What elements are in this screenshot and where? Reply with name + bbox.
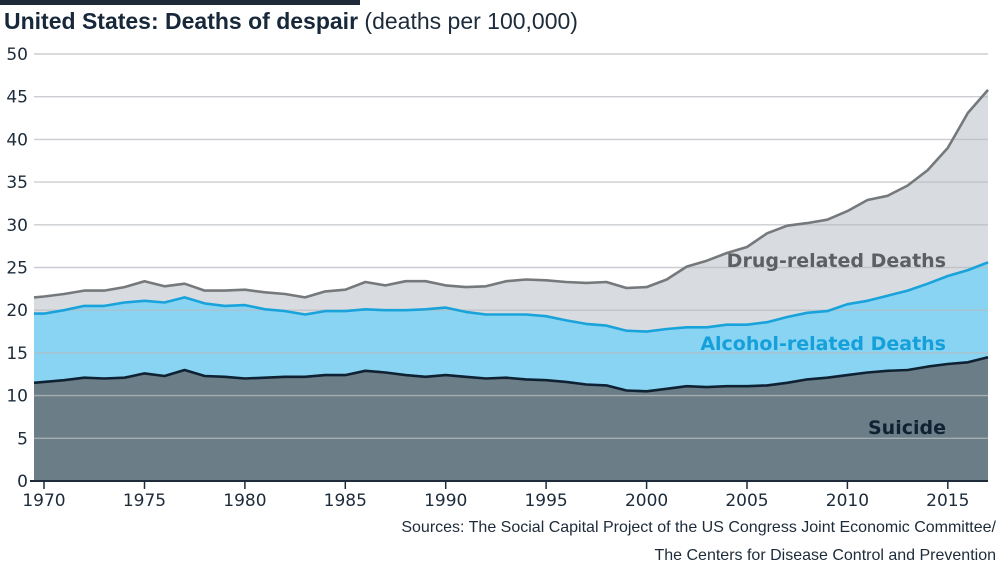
y-tick-label: 50 bbox=[6, 45, 28, 65]
y-tick-label: 40 bbox=[6, 130, 28, 150]
line-suicide bbox=[33, 355, 989, 393]
source-line-2: The Centers for Disease Control and Prev… bbox=[654, 547, 996, 564]
chart-title-unit: (deaths per 100,000) bbox=[364, 8, 578, 34]
y-tick-label: 30 bbox=[6, 216, 28, 236]
x-tick-label: 1970 bbox=[22, 491, 65, 511]
series-lines bbox=[33, 89, 989, 393]
x-tick-label: 1975 bbox=[123, 491, 166, 511]
series-labels: Drug-related Deaths Alcohol-related Deat… bbox=[700, 250, 946, 439]
x-tick-label: 1995 bbox=[524, 491, 567, 511]
y-tick-label: 25 bbox=[6, 259, 28, 279]
y-tick-label: 5 bbox=[17, 429, 28, 449]
x-tick-label: 1980 bbox=[223, 491, 266, 511]
y-tick-label: 10 bbox=[6, 387, 28, 407]
axes: 0 5 10 15 20 25 30 35 40 45 50 1970 1975 1980 1985 1990… bbox=[6, 45, 988, 511]
x-tick-label: 1990 bbox=[424, 491, 467, 511]
line-drug-related-deaths bbox=[33, 89, 989, 299]
y-tick-label: 45 bbox=[6, 88, 28, 108]
area-suicide bbox=[34, 357, 988, 481]
label-drug-related-deaths: Drug-related Deaths bbox=[727, 250, 946, 272]
y-tick-label: 20 bbox=[6, 301, 28, 321]
source-line-1: Sources: The Social Capital Project of t… bbox=[401, 519, 996, 536]
x-tick-label: 2000 bbox=[625, 491, 668, 511]
x-tick-label: 2015 bbox=[926, 491, 969, 511]
y-tick-label: 35 bbox=[6, 173, 28, 193]
gridlines bbox=[34, 53, 988, 439]
label-alcohol-related-deaths: Alcohol-related Deaths bbox=[700, 333, 946, 355]
series-areas bbox=[34, 89, 988, 482]
chart-title-main: United States: Deaths of despair bbox=[4, 8, 359, 34]
chart-title: United States: Deaths of despair (deaths… bbox=[4, 8, 578, 35]
title-accent-bar bbox=[0, 0, 360, 5]
y-tick-label: 15 bbox=[6, 344, 28, 364]
x-tick-label: 2010 bbox=[826, 491, 869, 511]
label-suicide: Suicide bbox=[868, 417, 946, 439]
x-tick-label: 1985 bbox=[324, 491, 367, 511]
line-alcohol-related-deaths bbox=[34, 261, 989, 333]
y-tick-label: 0 bbox=[17, 472, 28, 492]
x-tick-label: 2005 bbox=[725, 491, 768, 511]
